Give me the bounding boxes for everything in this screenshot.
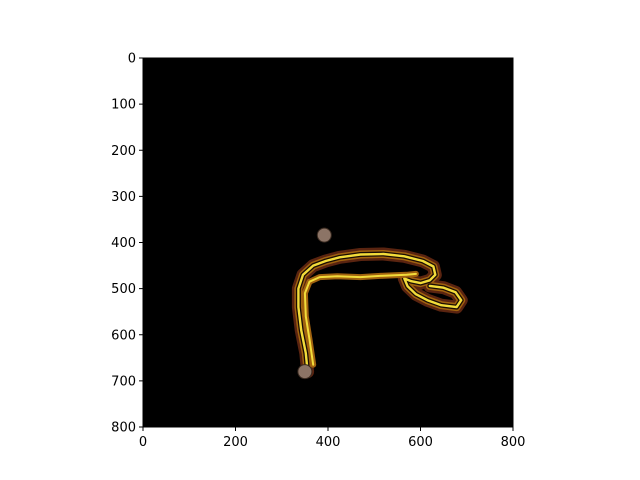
x-tick-label: 400	[316, 435, 341, 450]
x-tick-label: 0	[139, 435, 147, 450]
image-content	[291, 227, 468, 380]
y-tick-label: 700	[111, 374, 136, 389]
x-tick-label: 600	[408, 435, 433, 450]
stroke-inner-core	[303, 272, 417, 366]
y-tick-label: 400	[111, 236, 136, 251]
blob-1	[297, 364, 313, 380]
blob-0	[316, 227, 332, 243]
x-axis: 0 200 400 600 800	[139, 427, 526, 450]
x-tick-label: 800	[501, 435, 526, 450]
image-background	[143, 58, 513, 427]
y-tick-label: 600	[111, 328, 136, 343]
y-tick-label: 500	[111, 282, 136, 297]
x-tick-label: 200	[223, 435, 248, 450]
y-tick-label: 200	[111, 144, 136, 159]
stroke-core	[297, 252, 463, 373]
y-tick-label: 0	[128, 52, 136, 67]
y-axis: 0 100 200 300 400 500 600 700 800	[111, 52, 143, 436]
y-tick-label: 800	[111, 421, 136, 436]
y-tick-label: 300	[111, 190, 136, 205]
y-tick-label: 100	[111, 98, 136, 113]
